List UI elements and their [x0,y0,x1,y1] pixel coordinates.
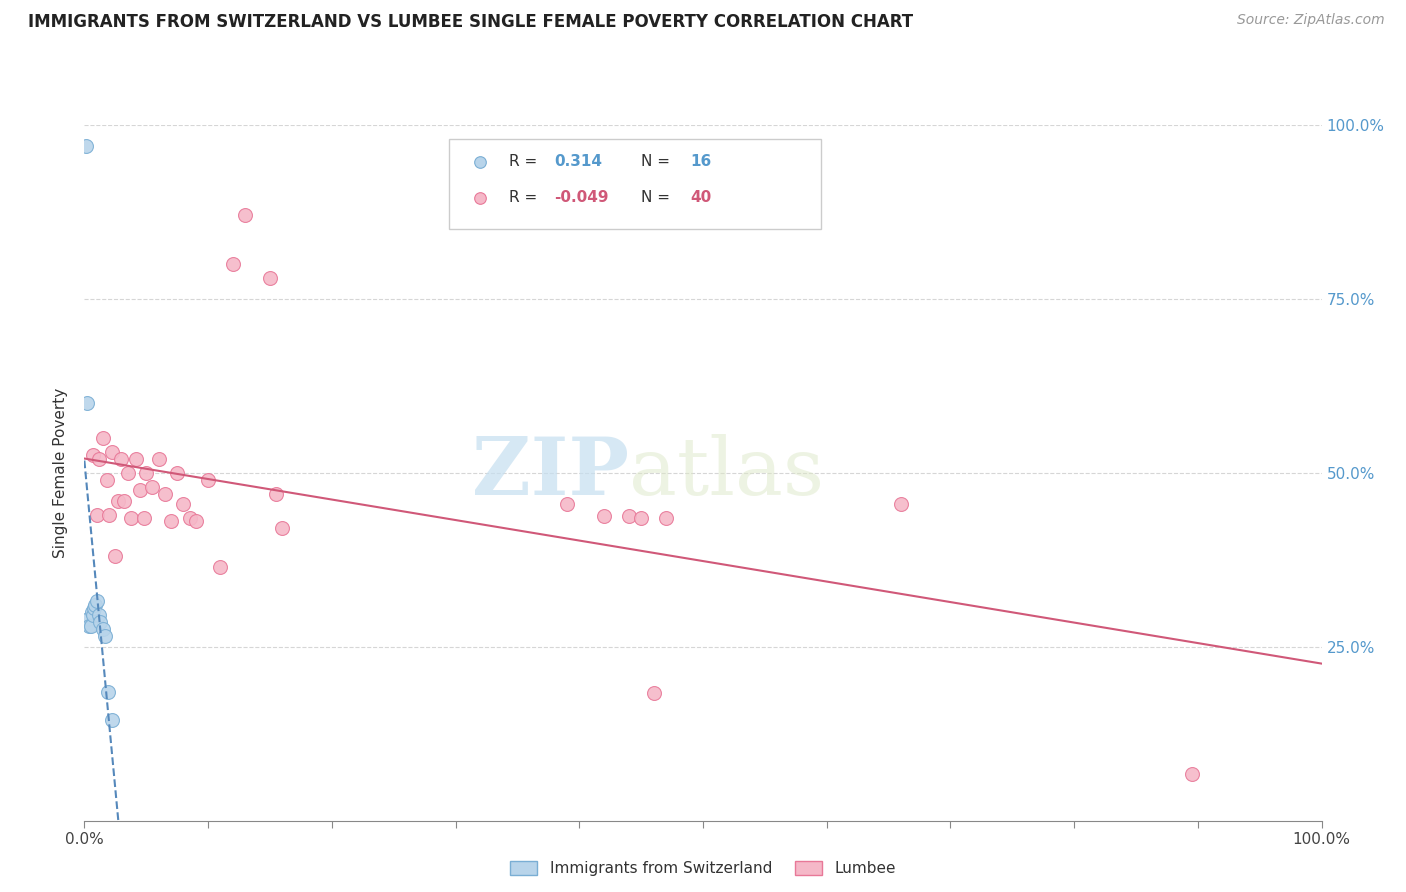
Point [184,515,207,529]
Point [91,431,114,445]
Point [100,445,122,459]
Point [83,601,105,615]
Point [630,511,652,525]
Point [89,451,111,466]
Legend: Immigrants from Switzerland, Lumbee: Immigrants from Switzerland, Lumbee [503,855,903,882]
Point [271,521,294,535]
Point [655,511,678,525]
FancyBboxPatch shape [450,139,821,229]
Point [86,594,108,608]
Point [97,685,120,699]
Point [96,473,118,487]
Point [98,508,121,522]
Point [179,511,201,525]
Point [129,483,152,498]
Text: ZIP: ZIP [472,434,628,512]
Point [94,629,117,643]
Point [89,608,111,623]
Point [80,605,103,619]
Point [259,271,281,285]
Point [141,480,163,494]
Point [132,511,155,525]
Point [166,466,188,480]
Point [643,686,665,700]
Y-axis label: Single Female Poverty: Single Female Poverty [53,388,69,558]
Text: 40: 40 [690,190,711,205]
Text: Source: ZipAtlas.com: Source: ZipAtlas.com [1237,13,1385,28]
Point [222,257,245,271]
Point [233,208,256,222]
Point [112,493,135,508]
Point [117,466,139,480]
Text: R =: R = [509,190,537,205]
Point [107,493,129,508]
Point [104,549,127,564]
Point [91,623,114,637]
Point [890,497,912,511]
Point [84,598,107,612]
Point [100,713,122,727]
Point [172,497,194,511]
Point [555,497,578,511]
Point [120,511,142,525]
Text: N =: N = [641,190,671,205]
Point [153,486,176,500]
Text: 0.314: 0.314 [554,154,603,169]
Point [110,451,132,466]
Point [160,515,183,529]
Point [77,612,100,626]
Text: -0.049: -0.049 [554,190,609,205]
Text: R =: R = [509,154,537,169]
Point [79,619,101,633]
Point [593,508,616,523]
Point [1181,767,1204,781]
Point [209,559,232,574]
Point [135,466,157,480]
Point [76,396,98,410]
Text: IMMIGRANTS FROM SWITZERLAND VS LUMBEE SINGLE FEMALE POVERTY CORRELATION CHART: IMMIGRANTS FROM SWITZERLAND VS LUMBEE SI… [28,13,914,31]
Point [617,508,640,523]
Point [148,451,170,466]
Point [75,138,97,153]
Point [82,448,104,462]
Point [264,486,287,500]
Point [89,615,111,630]
Point [79,619,101,633]
Point [197,473,219,487]
Text: atlas: atlas [628,434,824,512]
Point [125,451,148,466]
Point [470,191,492,205]
Point [86,508,108,522]
Text: 16: 16 [690,154,711,169]
Point [470,154,492,169]
Point [82,608,104,623]
Text: N =: N = [641,154,671,169]
